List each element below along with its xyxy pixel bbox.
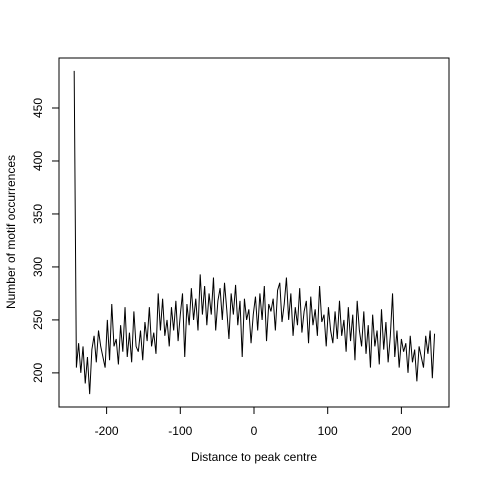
- y-tick-label: 400: [31, 151, 45, 171]
- x-tick-label: 100: [318, 424, 338, 438]
- y-tick-label: 300: [31, 257, 45, 277]
- y-tick-label: 450: [31, 98, 45, 118]
- x-tick-label: -200: [95, 424, 119, 438]
- y-tick-label: 350: [31, 204, 45, 224]
- x-tick-label: 0: [251, 424, 258, 438]
- x-axis-label: Distance to peak centre: [191, 450, 317, 464]
- x-tick-label: -100: [168, 424, 192, 438]
- y-axis-label: Number of motif occurrences: [4, 155, 18, 309]
- y-tick-label: 250: [31, 310, 45, 330]
- x-tick-label: 200: [391, 424, 411, 438]
- data-line: [73, 70, 436, 395]
- y-tick-label: 200: [31, 363, 45, 383]
